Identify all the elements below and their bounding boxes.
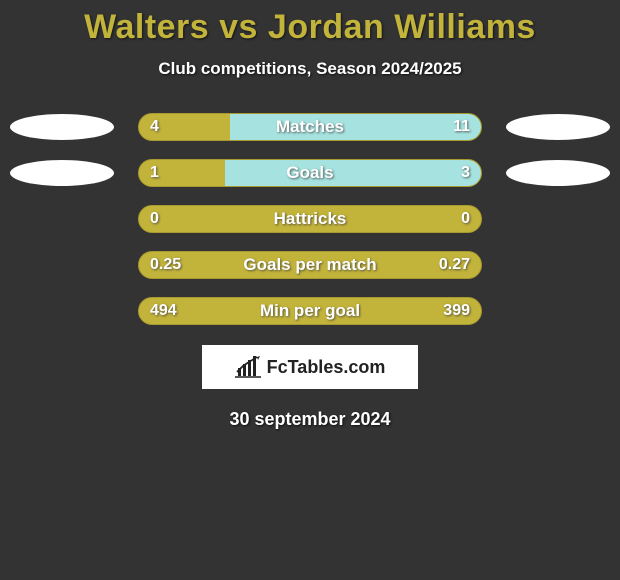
bar-container: Goals [138, 159, 482, 187]
value-right: 3 [461, 159, 470, 187]
player-marker-right [506, 114, 610, 140]
subtitle: Club competitions, Season 2024/2025 [0, 59, 620, 79]
comparison-row: Hattricks0 0 [0, 205, 620, 233]
value-left: 1 [150, 159, 159, 187]
player-marker-left [10, 160, 114, 186]
metric-label: Goals [139, 160, 481, 186]
comparison-row: Min per goal494 399 [0, 297, 620, 325]
metric-label: Min per goal [139, 298, 481, 324]
player-marker-right [506, 160, 610, 186]
metric-label: Goals per match [139, 252, 481, 278]
value-right: 0 [461, 205, 470, 233]
chart-icon [235, 356, 261, 378]
metric-label: Hattricks [139, 206, 481, 232]
comparison-row: Goals per match0.25 0.27 [0, 251, 620, 279]
bar-container: Min per goal [138, 297, 482, 325]
value-left: 0 [150, 205, 159, 233]
date-label: 30 september 2024 [0, 409, 620, 430]
logo-box: FcTables.com [202, 345, 418, 389]
logo-text: FcTables.com [267, 357, 386, 378]
value-left: 0.25 [150, 251, 181, 279]
bar-container: Matches [138, 113, 482, 141]
value-right: 399 [443, 297, 470, 325]
player-marker-left [10, 114, 114, 140]
value-left: 4 [150, 113, 159, 141]
comparison-row: Goals1 3 [0, 159, 620, 187]
value-left: 494 [150, 297, 177, 325]
metric-label: Matches [139, 114, 481, 140]
value-right: 11 [453, 113, 470, 141]
bar-container: Hattricks [138, 205, 482, 233]
page-title: Walters vs Jordan Williams [0, 0, 620, 47]
bar-container: Goals per match [138, 251, 482, 279]
comparison-row: Matches4 11 [0, 113, 620, 141]
comparison-rows: Matches4 11 Goals1 3 Hattricks0 0 Goals per ma… [0, 113, 620, 325]
value-right: 0.27 [439, 251, 470, 279]
